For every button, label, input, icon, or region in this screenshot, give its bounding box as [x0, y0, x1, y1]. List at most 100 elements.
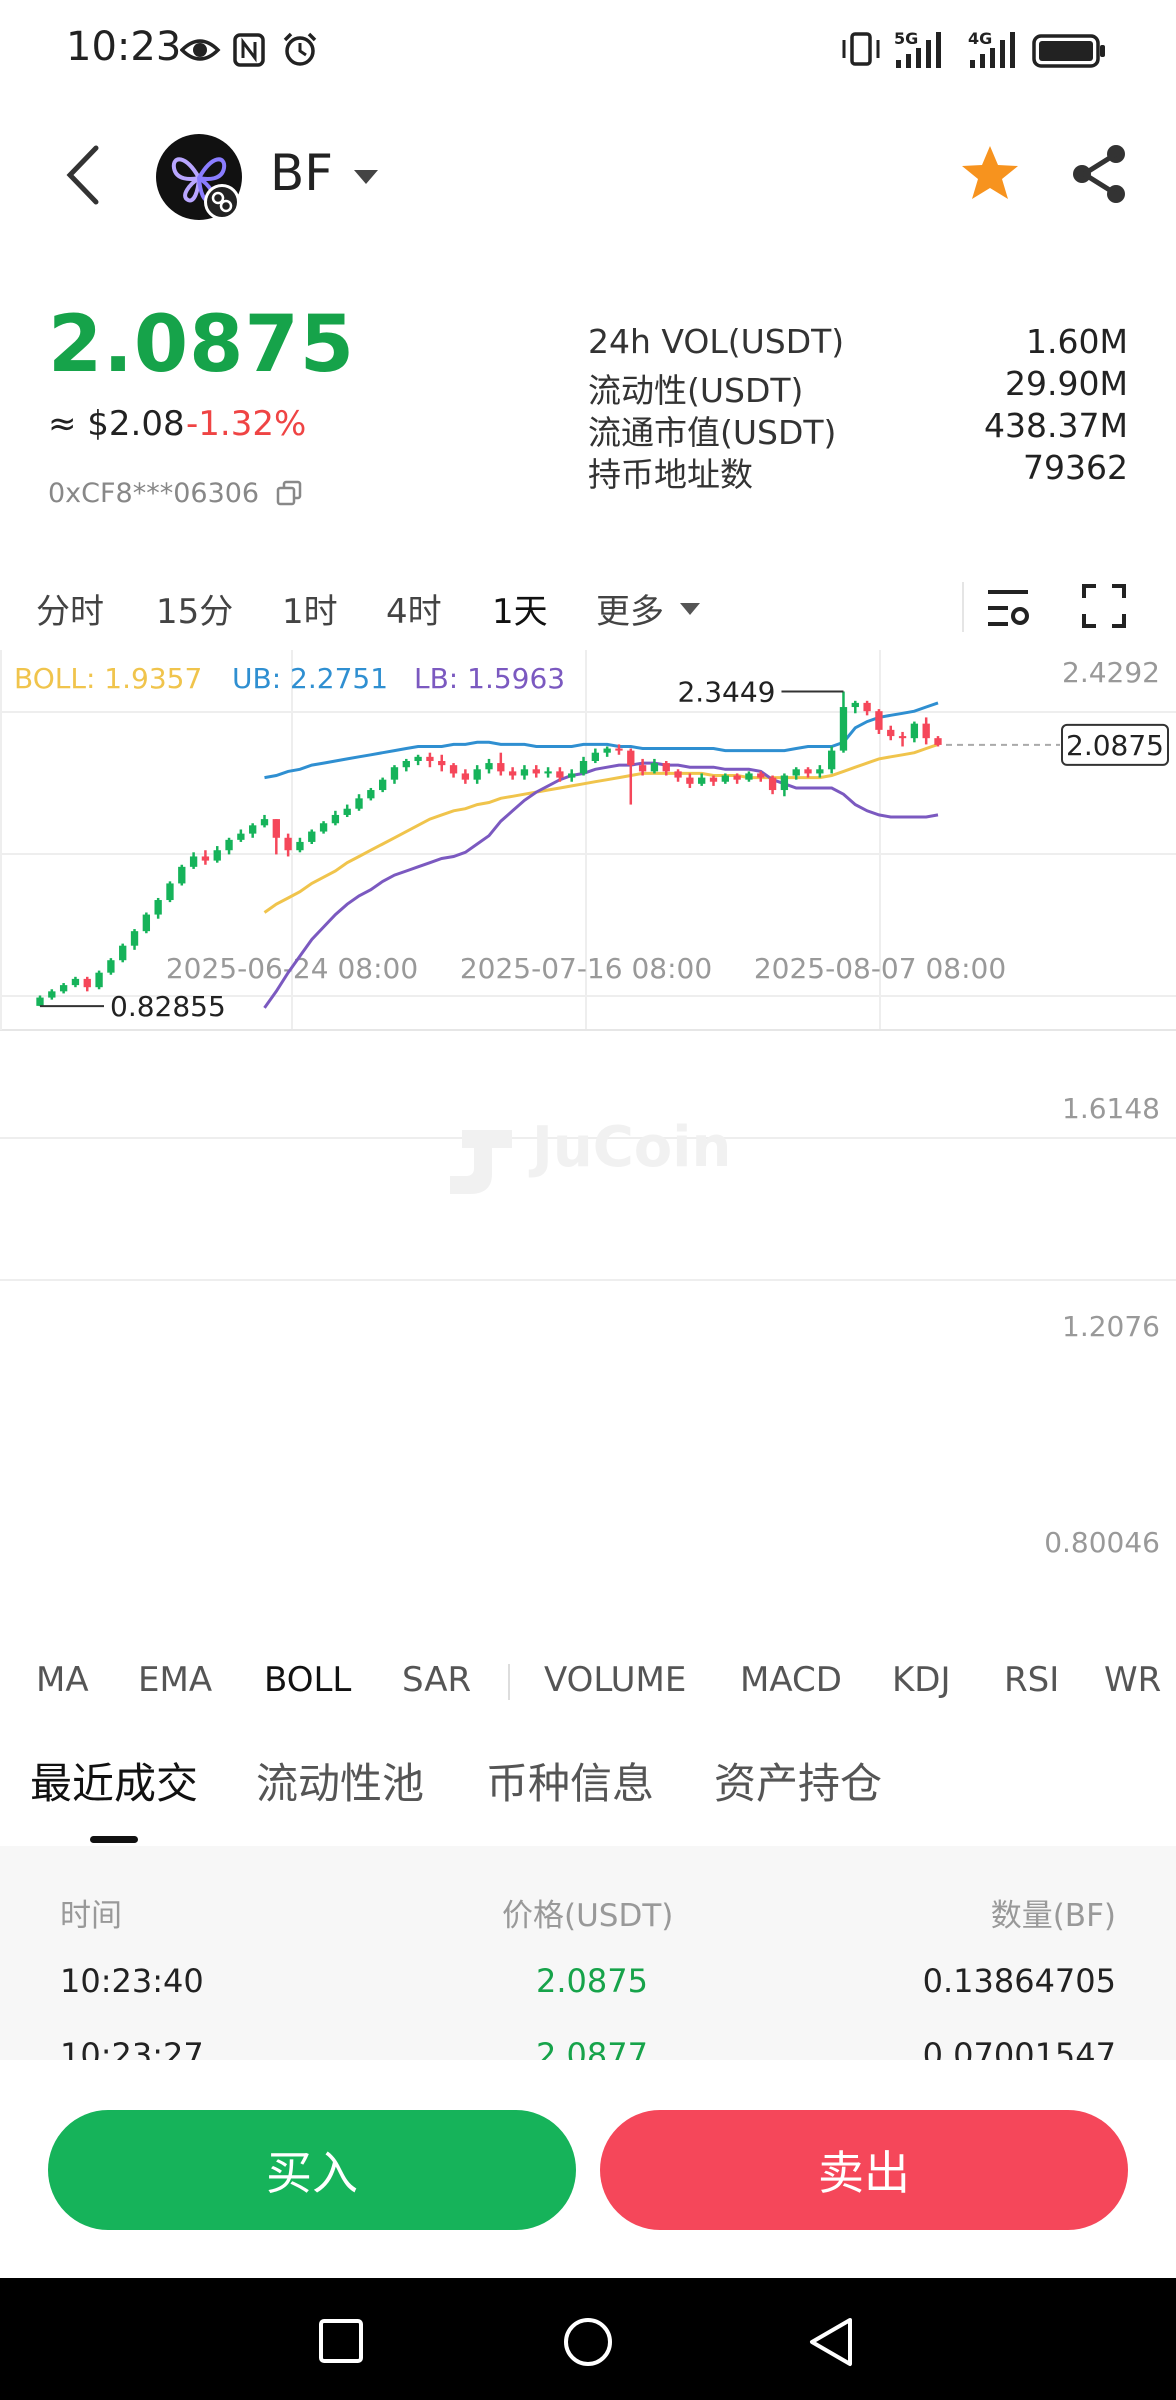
- tab-holdings[interactable]: 资产持仓: [714, 1759, 883, 1808]
- battery-icon: [1032, 34, 1105, 68]
- candle: [260, 814, 269, 828]
- x-axis-label: 2025-08-07 08:00: [754, 952, 1006, 985]
- candle: [142, 912, 151, 934]
- candle-body: [686, 777, 694, 784]
- candle-body: [59, 985, 68, 992]
- indicator-tab-wr[interactable]: WR: [1104, 1660, 1162, 1700]
- tab-recent-trades[interactable]: 最近成交: [30, 1759, 199, 1808]
- indicator-tab-sar[interactable]: SAR: [402, 1660, 472, 1700]
- usd-price: ≈ $2.08: [48, 404, 185, 444]
- divider: [962, 582, 964, 632]
- copy-icon[interactable]: [276, 480, 302, 506]
- buy-button[interactable]: 买入: [48, 2110, 576, 2230]
- candle: [804, 767, 812, 778]
- last-price: 2.0875: [48, 300, 355, 390]
- fullscreen-icon[interactable]: [1082, 584, 1126, 628]
- indicator-tab-kdj[interactable]: KDJ: [892, 1660, 951, 1700]
- tab-liquidity-pool[interactable]: 流动性池: [256, 1759, 425, 1808]
- candle-body: [698, 777, 706, 784]
- y-axis-label: 1.6148: [1062, 1092, 1160, 1125]
- candle: [83, 976, 91, 992]
- candle: [745, 771, 753, 782]
- candle-body: [36, 997, 44, 1006]
- candle: [272, 819, 280, 855]
- candle-body: [414, 756, 422, 761]
- tab-coin-info[interactable]: 币种信息: [486, 1759, 655, 1808]
- candle-body: [863, 702, 871, 712]
- tab-timeframe-more[interactable]: 更多: [596, 592, 664, 632]
- alarm-icon: [283, 32, 317, 66]
- y-axis-label: 0.80046: [1044, 1526, 1160, 1559]
- candle-body: [875, 711, 883, 730]
- indicator-tab-macd[interactable]: MACD: [740, 1660, 842, 1700]
- status-left-icons: [180, 32, 317, 67]
- candle-body: [189, 856, 198, 867]
- recent-trades-list[interactable]: [0, 1846, 1176, 2060]
- star-icon[interactable]: [958, 142, 1022, 206]
- tab-timeframe-4h[interactable]: 4时: [386, 592, 442, 632]
- tab-timeframe-1d[interactable]: 1天: [492, 592, 548, 632]
- candle-body: [709, 777, 718, 782]
- stat-value: 438.37M: [984, 406, 1128, 445]
- indicator-tab-volume[interactable]: VOLUME: [544, 1660, 687, 1700]
- candle-body: [319, 823, 328, 832]
- col-header-time: 时间: [60, 1898, 122, 1934]
- indicator-tab-ema[interactable]: EMA: [138, 1660, 213, 1700]
- candle: [827, 746, 836, 774]
- candle-body: [922, 723, 930, 739]
- candle-body: [296, 841, 304, 851]
- recent-apps-icon[interactable]: [318, 2318, 364, 2364]
- stat-label: 24h VOL(USDT): [588, 322, 845, 361]
- candle-body: [83, 978, 91, 988]
- trade-price: 2.0877: [536, 2036, 648, 2060]
- candle: [461, 769, 470, 784]
- candle-body: [249, 825, 257, 834]
- indicator-tab-ma[interactable]: MA: [36, 1660, 89, 1700]
- boll-middle-line: [263, 742, 939, 914]
- candle-body: [497, 763, 505, 772]
- coin-name[interactable]: BF: [270, 144, 334, 202]
- candle: [615, 744, 623, 755]
- candle-body: [556, 771, 564, 778]
- caret-down-icon[interactable]: [680, 603, 700, 615]
- candle-body: [544, 771, 552, 774]
- chart-settings-icon[interactable]: [986, 588, 1030, 628]
- tab-timeframe-15m[interactable]: 15分: [156, 592, 234, 632]
- candle-body: [119, 945, 127, 961]
- tab-timeframe-1h[interactable]: 1时: [282, 592, 338, 632]
- candle-body: [827, 750, 836, 770]
- candle: [249, 823, 257, 838]
- candle-body: [166, 883, 174, 901]
- candle: [887, 725, 895, 741]
- ub-legend: UB: 2.2751: [232, 662, 389, 695]
- nfc-icon: [233, 33, 265, 67]
- trade-time: 10:23:27: [60, 2036, 204, 2060]
- candle-body: [615, 748, 623, 751]
- stat-value: 79362: [1023, 448, 1128, 487]
- caret-down-icon[interactable]: [354, 170, 378, 184]
- back-arrow-icon[interactable]: [56, 140, 116, 210]
- candle-body: [887, 729, 895, 737]
- candle: [71, 976, 80, 988]
- sell-button[interactable]: 卖出: [600, 2110, 1128, 2230]
- candle: [638, 758, 647, 776]
- indicator-tab-rsi[interactable]: RSI: [1004, 1660, 1060, 1700]
- candle: [603, 746, 611, 757]
- candle: [189, 852, 198, 869]
- share-icon[interactable]: [1068, 142, 1132, 206]
- candle-body: [107, 960, 115, 973]
- candle: [627, 748, 635, 805]
- candle: [213, 846, 221, 863]
- stat-row: 24h VOL(USDT) 1.60M: [588, 322, 1128, 364]
- stat-row: 流动性(USDT) 29.90M: [588, 364, 1128, 410]
- candle: [686, 773, 694, 788]
- candle: [591, 748, 600, 764]
- tab-timeframe-fenshi[interactable]: 分时: [36, 592, 104, 632]
- divider: [508, 1664, 510, 1700]
- contract-address[interactable]: 0xCF8***06306: [48, 478, 302, 509]
- back-icon[interactable]: [806, 2316, 856, 2368]
- candle: [721, 773, 729, 784]
- home-icon[interactable]: [562, 2316, 614, 2368]
- indicator-tab-boll[interactable]: BOLL: [264, 1660, 352, 1700]
